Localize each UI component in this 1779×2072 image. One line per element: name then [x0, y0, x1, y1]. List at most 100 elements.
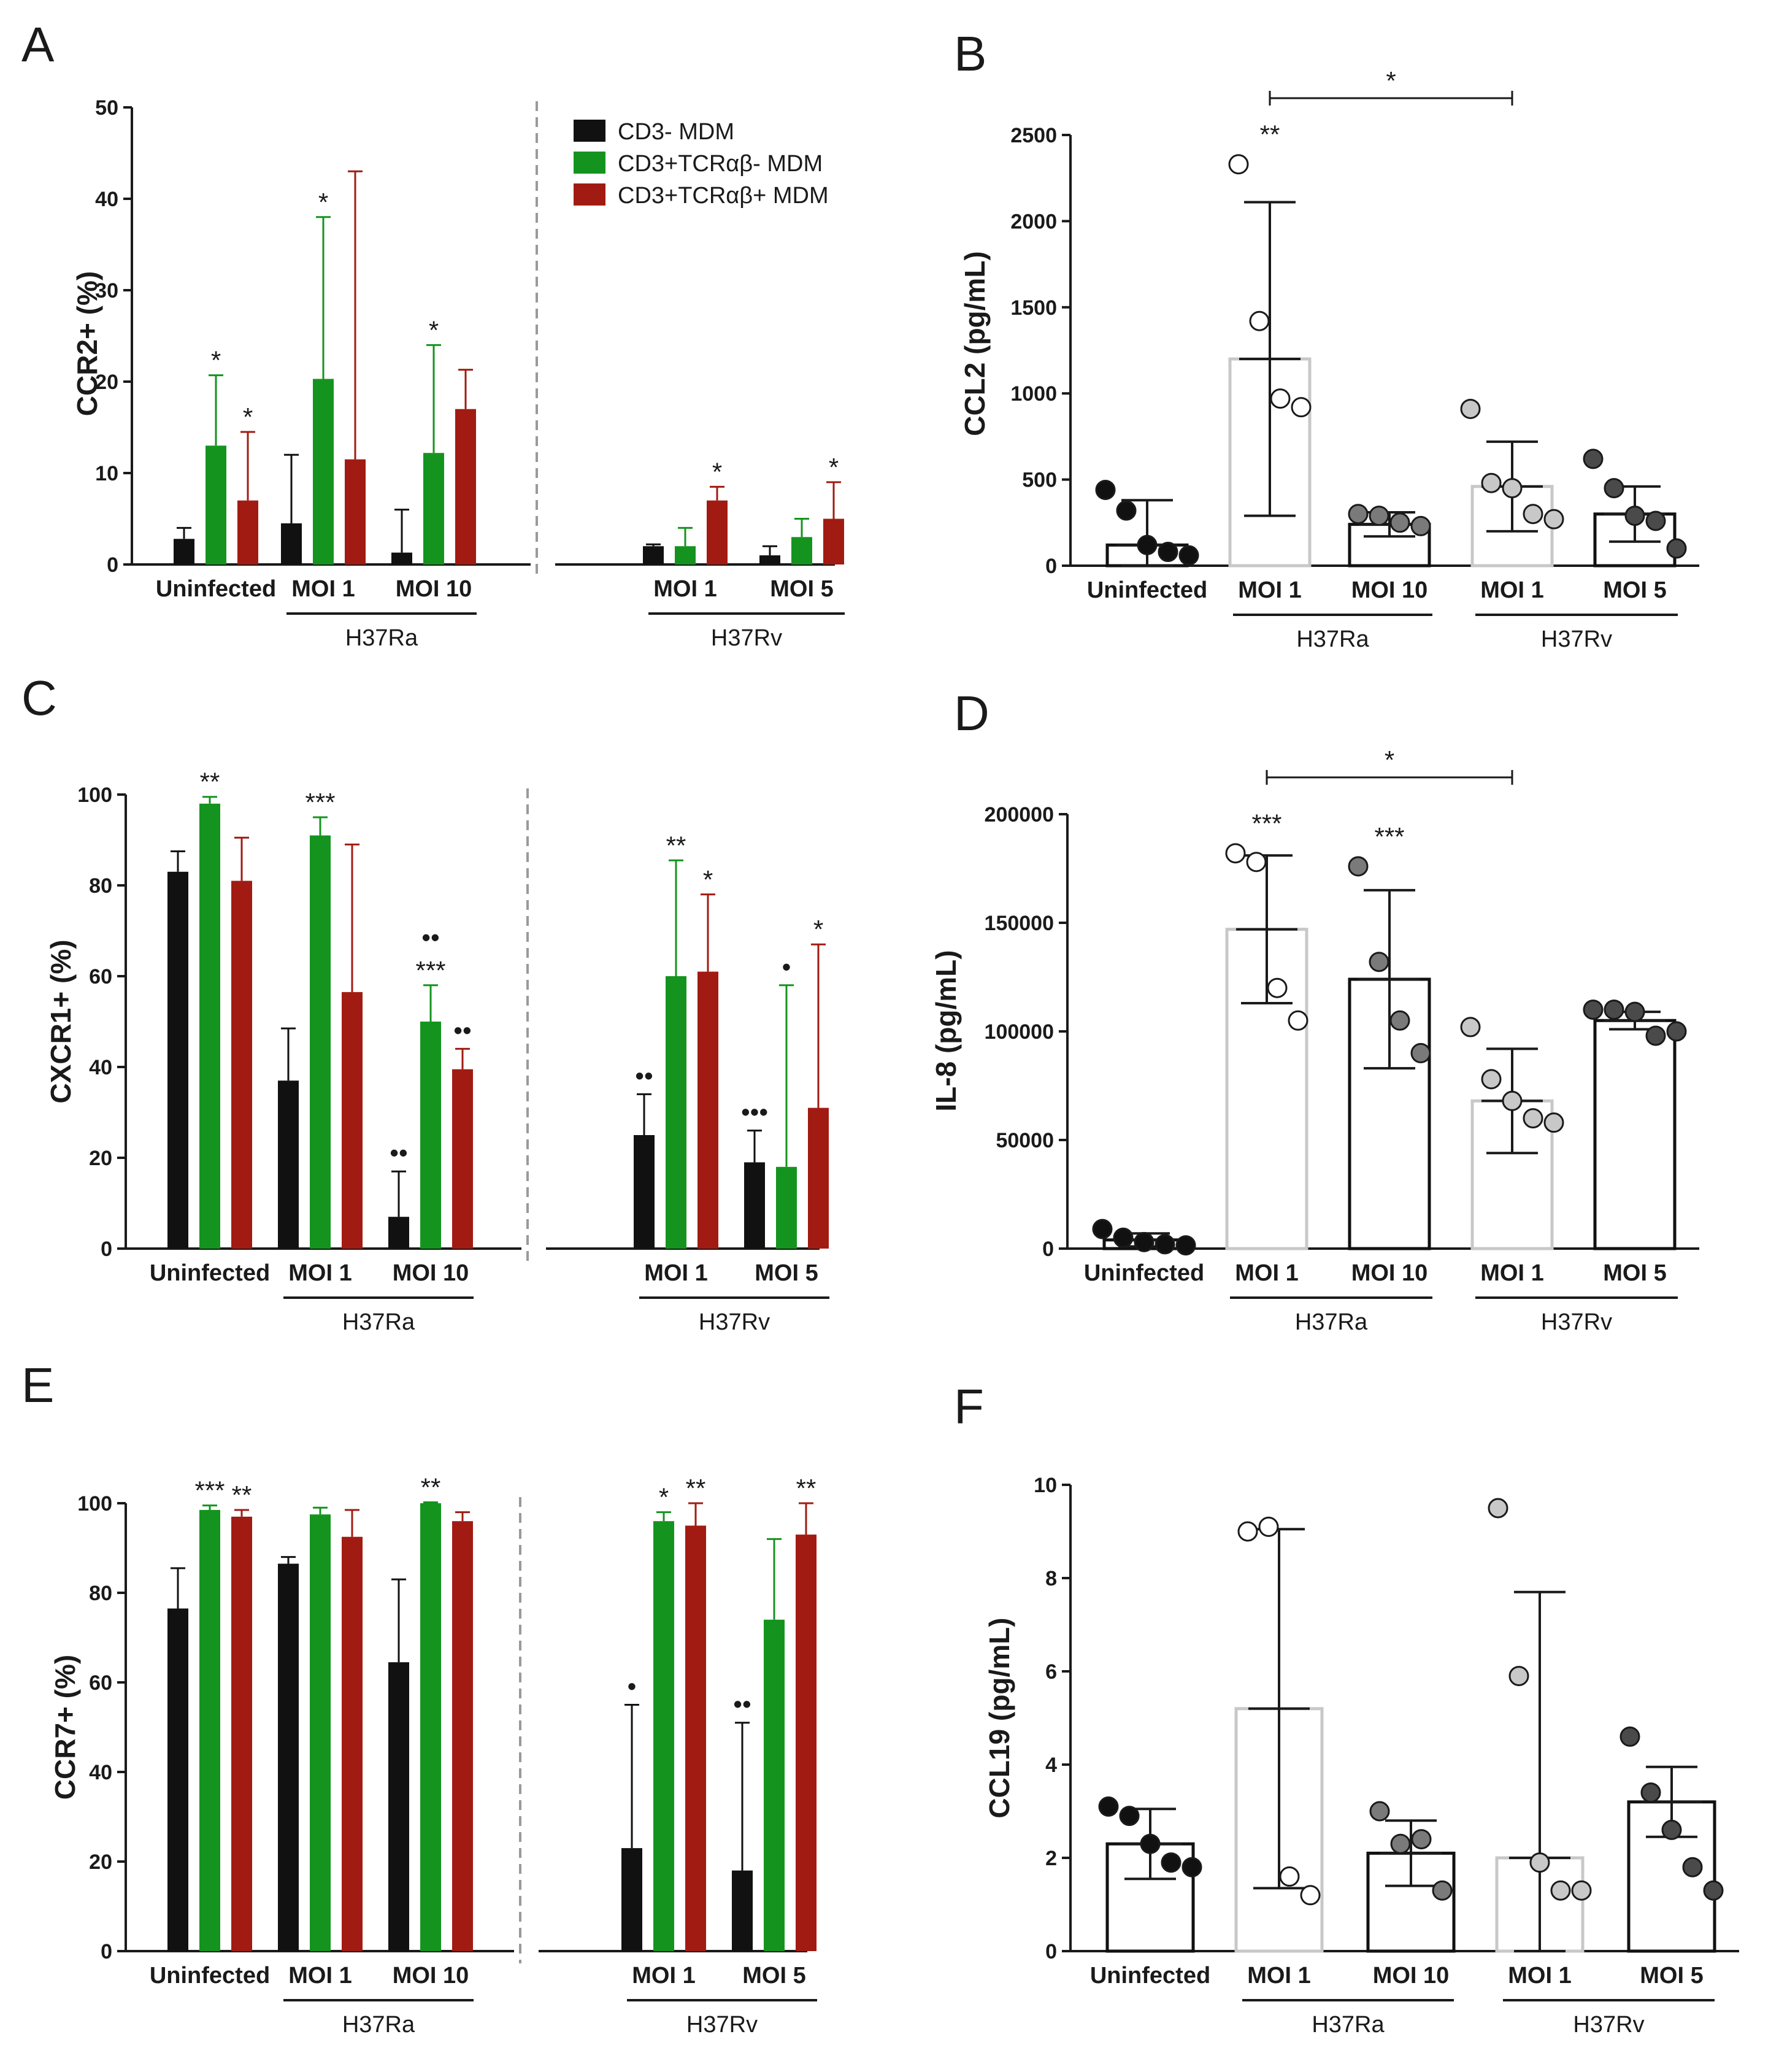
category-label: MOI 10 — [393, 1963, 469, 1989]
bar — [732, 1870, 753, 1951]
y-tick-label: 40 — [89, 1056, 112, 1079]
bar — [791, 537, 812, 564]
data-point — [1502, 1090, 1523, 1111]
data-point — [1098, 1796, 1119, 1817]
data-point — [1175, 1235, 1196, 1256]
group-label: H37Rv — [1541, 626, 1612, 652]
data-point — [1246, 852, 1267, 872]
data-point — [1666, 1021, 1687, 1042]
category-label: MOI 1 — [1247, 1963, 1310, 1989]
y-tick-label: 60 — [89, 965, 112, 988]
significance-star: * — [703, 865, 713, 894]
significance-star: * — [1386, 66, 1396, 95]
significance-star: *** — [305, 788, 335, 817]
legend-entry: CD3+TCRαβ- MDM — [618, 151, 823, 177]
data-point — [1481, 1069, 1502, 1090]
category-label: MOI 1 — [291, 576, 355, 602]
group-label: H37Rv — [1541, 1309, 1612, 1335]
data-point — [1237, 1521, 1258, 1542]
y-axis-label: IL-8 (pg/mL) — [930, 950, 962, 1111]
y-tick-label: 100 — [77, 784, 112, 807]
bar — [643, 546, 664, 564]
significance-star: ** — [796, 1474, 816, 1503]
panel-letter: E — [21, 1358, 54, 1412]
data-point — [1228, 154, 1249, 175]
group-label: H37Ra — [1296, 626, 1369, 652]
data-point — [1529, 1852, 1550, 1873]
y-tick-label: 200000 — [985, 803, 1054, 826]
bar — [420, 1503, 441, 1951]
category-label: MOI 10 — [1351, 1260, 1428, 1286]
panel-letter: D — [954, 686, 989, 741]
significance-star: ** — [686, 1474, 706, 1503]
bar — [675, 546, 696, 564]
data-point — [1666, 538, 1687, 559]
group-label: H37Rv — [1573, 2012, 1644, 2038]
significance-star: *** — [1374, 822, 1404, 851]
bar — [452, 1069, 473, 1249]
category-label: MOI 5 — [1603, 1260, 1666, 1286]
bar — [707, 500, 728, 564]
data-point — [1523, 1108, 1543, 1129]
category-label: MOI 1 — [1235, 1260, 1298, 1286]
category-label: Uninfected — [1084, 1260, 1204, 1286]
y-tick-label: 30 — [95, 279, 118, 302]
panel-letter: C — [21, 671, 57, 725]
category-label: MOI 1 — [632, 1963, 695, 1989]
bar — [206, 445, 226, 564]
data-point — [1508, 1666, 1529, 1687]
group-label: H37Ra — [1295, 1309, 1368, 1335]
data-point — [1543, 1112, 1564, 1133]
category-label: MOI 5 — [742, 1963, 805, 1989]
data-point — [1140, 1833, 1161, 1854]
y-tick-label: 1500 — [1010, 296, 1057, 320]
category-label: MOI 1 — [288, 1260, 352, 1286]
data-point — [1583, 449, 1604, 469]
bar — [310, 835, 331, 1249]
y-tick-label: 40 — [95, 188, 118, 211]
data-point — [1410, 515, 1431, 536]
group-label: H37Rv — [711, 625, 782, 651]
significance-star: * — [659, 1483, 669, 1512]
significance-star: * — [243, 402, 253, 431]
category-label: Uninfected — [1087, 577, 1207, 603]
category-label: MOI 10 — [1351, 577, 1428, 603]
y-axis-label: CCL2 (pg/mL) — [959, 251, 991, 436]
bar — [808, 1107, 829, 1249]
y-tick-label: 80 — [89, 874, 112, 898]
data-point — [1182, 1857, 1202, 1878]
data-point — [1291, 397, 1312, 418]
y-tick-label: 0 — [1042, 1238, 1054, 1261]
significance-star: *** — [1251, 809, 1281, 838]
group-label: H37Ra — [1312, 2012, 1385, 2038]
data-point — [1624, 506, 1645, 526]
data-point — [1604, 478, 1624, 499]
bar — [697, 971, 718, 1249]
bar — [167, 1608, 188, 1951]
category-label: MOI 1 — [1238, 577, 1301, 603]
significance-star: ** — [232, 1481, 252, 1509]
bar — [342, 992, 363, 1249]
bar — [388, 1217, 409, 1249]
significance-star: * — [211, 346, 221, 375]
y-tick-label: 0 — [101, 1940, 112, 1963]
data-point — [1113, 1227, 1134, 1248]
category-label: Uninfected — [156, 576, 276, 602]
data-point — [1092, 1219, 1113, 1239]
group-label: H37Ra — [342, 2012, 415, 2038]
significance-star: ** — [1260, 120, 1280, 149]
data-point — [1488, 1498, 1508, 1519]
data-point — [1682, 1857, 1703, 1878]
data-point — [1523, 504, 1543, 525]
data-point — [1481, 472, 1502, 493]
data-point — [1267, 977, 1288, 998]
data-point — [1645, 1025, 1666, 1046]
bar — [237, 500, 258, 564]
data-point — [1624, 1001, 1645, 1022]
bar — [455, 409, 476, 564]
y-tick-label: 20 — [89, 1851, 112, 1874]
category-label: MOI 1 — [1480, 577, 1543, 603]
data-point — [1460, 398, 1481, 419]
group-label: H37Rv — [699, 1309, 770, 1335]
bar — [1593, 1019, 1677, 1250]
